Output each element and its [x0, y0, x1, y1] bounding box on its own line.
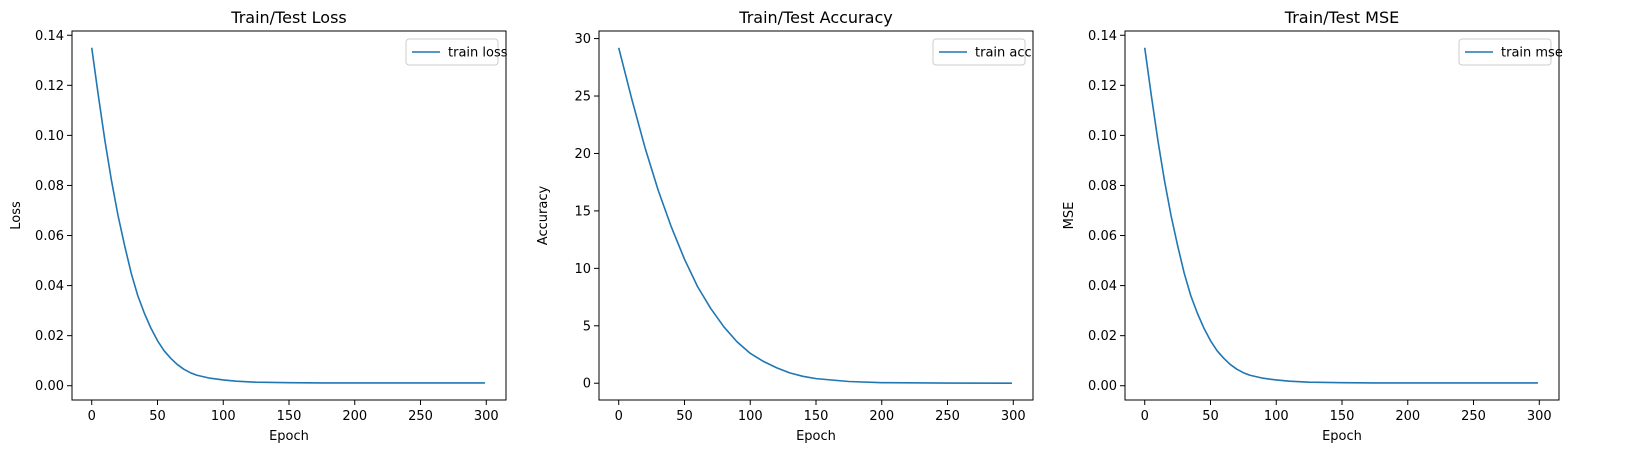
- y-tick-label: 5: [583, 319, 591, 334]
- x-tick-label: 150: [804, 409, 829, 424]
- chart-title: Train/Test Accuracy: [738, 8, 892, 27]
- y-tick-label: 0.04: [1088, 279, 1117, 294]
- x-tick-label: 0: [1141, 409, 1149, 424]
- x-tick-label: 150: [1330, 409, 1355, 424]
- series-line-train-loss: [90, 47, 485, 384]
- legend-box: [932, 38, 1026, 66]
- y-tick-label: 0.06: [1088, 229, 1117, 244]
- chart-title: Train/Test Loss: [230, 8, 346, 27]
- plot-frame: [1124, 30, 1560, 401]
- x-tick-label: 50: [149, 409, 166, 424]
- y-tick-label: 0.12: [35, 79, 64, 94]
- y-tick-label: 0.02: [35, 329, 64, 344]
- y-tick-label: 0.14: [35, 29, 64, 44]
- y-tick-label: 20: [574, 147, 591, 162]
- y-tick-label: 0: [583, 377, 591, 392]
- x-tick-label: 0: [615, 409, 623, 424]
- series-line-train-acc: [617, 47, 1012, 385]
- x-tick-label: 50: [676, 409, 693, 424]
- x-tick-label: 300: [474, 409, 499, 424]
- y-tick-label: 0.02: [1088, 329, 1117, 344]
- y-tick-label: 25: [574, 90, 591, 105]
- x-tick-label: 100: [1264, 409, 1289, 424]
- legend-label: train acc: [975, 46, 1032, 61]
- x-tick-label: 50: [1202, 409, 1219, 424]
- y-tick-label: 0.14: [1088, 29, 1117, 44]
- x-axis-label: Epoch: [796, 429, 836, 444]
- chart-panel-2: Train/Test MSE 0 50 100 150 200 250 300 0.00 0.02…: [1062, 8, 1563, 444]
- y-tick-label: 0.08: [35, 179, 64, 194]
- y-tick-label: 30: [574, 32, 591, 47]
- series-line-train-mse: [1143, 47, 1538, 384]
- y-tick-label: 15: [574, 204, 591, 219]
- y-axis-label: Loss: [9, 201, 24, 230]
- x-axis-label: Epoch: [269, 429, 309, 444]
- y-axis-label: MSE: [1062, 202, 1077, 230]
- y-tick-label: 0.08: [1088, 179, 1117, 194]
- x-tick-label: 150: [277, 409, 302, 424]
- x-axis-label: Epoch: [1322, 429, 1362, 444]
- x-tick-label: 200: [869, 409, 894, 424]
- x-tick-label: 300: [1001, 409, 1026, 424]
- x-tick-label: 200: [1395, 409, 1420, 424]
- x-tick-label: 100: [738, 409, 763, 424]
- x-tick-label: 250: [1461, 409, 1486, 424]
- x-tick-label: 0: [88, 409, 96, 424]
- y-tick-label: 0.10: [35, 129, 64, 144]
- legend-label: train loss: [448, 46, 508, 61]
- legend-box: [1458, 38, 1552, 66]
- x-tick-label: 250: [408, 409, 433, 424]
- y-tick-label: 0.00: [35, 379, 64, 394]
- chart-title: Train/Test MSE: [1284, 8, 1399, 27]
- y-tick-label: 0.06: [35, 229, 64, 244]
- y-tick-label: 0.10: [1088, 129, 1117, 144]
- plot-frame: [71, 30, 507, 401]
- legend-label: train mse: [1501, 46, 1563, 61]
- legend-box: [405, 38, 499, 66]
- x-tick-label: 250: [935, 409, 960, 424]
- x-tick-label: 100: [211, 409, 236, 424]
- y-tick-label: 0.12: [1088, 79, 1117, 94]
- x-tick-label: 300: [1527, 409, 1552, 424]
- y-axis-label: Accuracy: [536, 186, 551, 246]
- plot-frame: [598, 30, 1034, 401]
- chart-panel-0: Train/Test Loss 0 50 100 150 200 250 300 0.00 0.0…: [9, 8, 508, 444]
- x-tick-label: 200: [342, 409, 367, 424]
- y-tick-label: 0.04: [35, 279, 64, 294]
- y-tick-label: 0.00: [1088, 379, 1117, 394]
- chart-panel-1: Train/Test Accuracy 0 50 100 150 200 250 300 0 5 1…: [536, 8, 1034, 444]
- y-tick-label: 10: [574, 262, 591, 277]
